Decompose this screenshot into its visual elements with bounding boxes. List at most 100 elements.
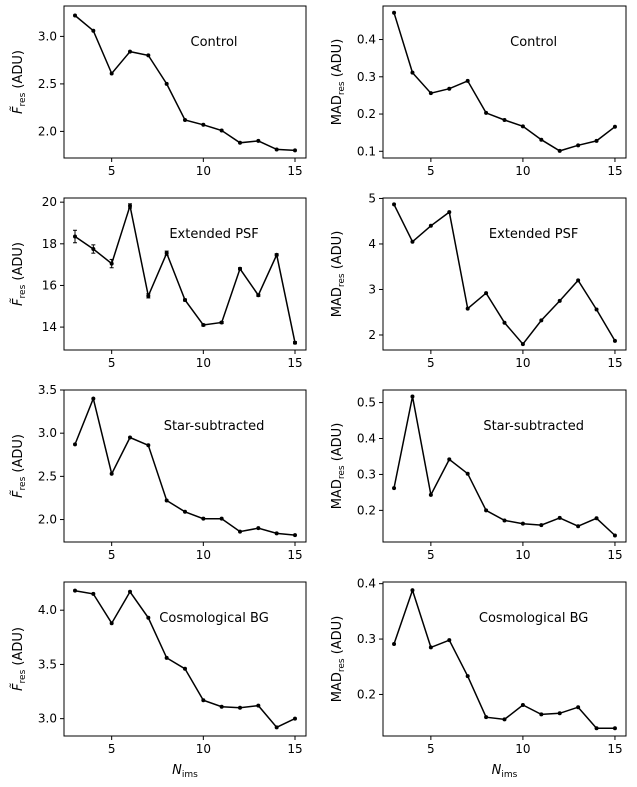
data-point [612, 726, 617, 731]
data-point [183, 509, 187, 514]
data-point [238, 140, 242, 145]
y-axis-label: MADres (ADU) [330, 616, 347, 703]
axes-frame [63, 581, 307, 737]
x-tick-label: 10 [515, 548, 530, 562]
data-point [109, 71, 114, 76]
data-point [256, 526, 261, 531]
axes-frame [63, 389, 307, 543]
data-point [520, 342, 525, 347]
panel-left-1: 5 10 15 2.0 2.5 3.0 F̃res (ADU) Control [11, 5, 307, 178]
data-point [128, 435, 132, 440]
data-point [146, 615, 151, 620]
data-point [428, 492, 433, 497]
x-tick-label: 15 [607, 742, 622, 756]
data-point [520, 521, 525, 526]
y-axis-label-sub: res [18, 92, 28, 106]
data-point [293, 716, 297, 721]
y-axis-label-main: F̃ [11, 682, 26, 691]
data-point [484, 110, 489, 115]
y-tick-label: 0.4 [357, 432, 376, 446]
data-point [238, 529, 242, 534]
data-point [465, 674, 470, 679]
x-axis-label: Nims [172, 763, 198, 780]
data-point [465, 78, 470, 83]
y-tick-label: 0.2 [357, 687, 376, 701]
x-tick-label: 10 [515, 356, 530, 370]
series-line [74, 14, 296, 152]
series-line [393, 396, 616, 537]
data-point [594, 726, 599, 731]
data-point [164, 498, 169, 503]
y-axis-label-main: MAD [330, 287, 345, 317]
y-axis-label-sub: res [18, 476, 28, 490]
x-tick-label: 15 [607, 164, 622, 178]
data-point [109, 261, 114, 266]
data-point [502, 118, 507, 122]
y-tick-label: 3.0 [38, 712, 57, 726]
data-point [612, 338, 617, 343]
y-axis-label-unit: (ADU) [330, 39, 345, 82]
data-point [410, 70, 415, 75]
y-tick-label: 20 [42, 195, 57, 209]
data-point [183, 298, 187, 303]
y-axis-label-main: F̃ [11, 489, 26, 498]
data-point [465, 306, 470, 311]
data-point [201, 122, 206, 127]
x-axis-label-sub: ims [501, 770, 517, 780]
data-point [164, 251, 169, 256]
y-axis-label-sub: res [18, 284, 28, 298]
x-tick-label: 15 [607, 548, 622, 562]
x-tick-label: 5 [108, 742, 116, 756]
data-point [201, 698, 206, 703]
data-point [91, 591, 96, 596]
data-point [128, 589, 132, 594]
y-tick-label: 18 [42, 237, 57, 251]
y-tick-label: 0.3 [357, 467, 376, 481]
data-point [594, 307, 599, 312]
y-axis-label: F̃res (ADU) [11, 50, 28, 114]
y-axis-label-main: MAD [330, 479, 345, 509]
axes-frame [382, 197, 627, 351]
y-tick-label: 0.1 [357, 144, 376, 158]
panel-left-3: 5 10 15 2.0 2.5 3.0 3.5 F̃res (ADU) Star-subtrac… [11, 383, 307, 562]
data-point [164, 81, 169, 86]
data-point [146, 53, 151, 58]
y-axis-label-main: F̃ [11, 105, 26, 114]
y-axis-label-sub: res [337, 658, 347, 672]
data-point [520, 702, 525, 707]
y-axis-label: F̃res (ADU) [11, 242, 28, 306]
x-tick-label: 15 [287, 742, 302, 756]
x-tick-label: 15 [287, 164, 302, 178]
data-point [539, 712, 544, 717]
panel-left-2: 5 10 15 14 16 18 20 F̃res (ADU) Extended PSF [11, 195, 307, 370]
y-tick-label: 3.5 [38, 383, 57, 397]
data-point [274, 531, 279, 536]
data-point [91, 247, 96, 252]
data-point [557, 298, 562, 303]
data-point [502, 518, 507, 523]
data-point [410, 588, 415, 593]
data-point [128, 49, 132, 54]
data-point [183, 666, 187, 671]
panel-annotation: Cosmological BG [159, 611, 268, 626]
data-point [109, 471, 114, 476]
x-tick-label: 5 [108, 548, 116, 562]
data-point [238, 266, 242, 271]
data-point [91, 28, 96, 33]
data-point [219, 516, 224, 521]
data-point [484, 715, 489, 720]
y-tick-label: 3.5 [38, 657, 57, 671]
data-point [392, 10, 397, 15]
axes-frame [382, 5, 627, 159]
x-axis-label-main: N [492, 763, 502, 778]
y-axis-label-sub: res [18, 669, 28, 683]
x-tick-label: 15 [287, 548, 302, 562]
data-point [201, 323, 206, 328]
y-axis-label-sub: res [337, 465, 347, 479]
data-point [201, 516, 206, 521]
data-point [392, 486, 397, 491]
y-axis-label-unit: (ADU) [330, 423, 345, 466]
y-axis-label-unit: (ADU) [330, 616, 345, 659]
panel-right-3: 5 10 15 0.2 0.3 0.4 0.5 MADres (ADU) Star-subtra… [330, 389, 627, 562]
axes-frame [63, 5, 307, 159]
